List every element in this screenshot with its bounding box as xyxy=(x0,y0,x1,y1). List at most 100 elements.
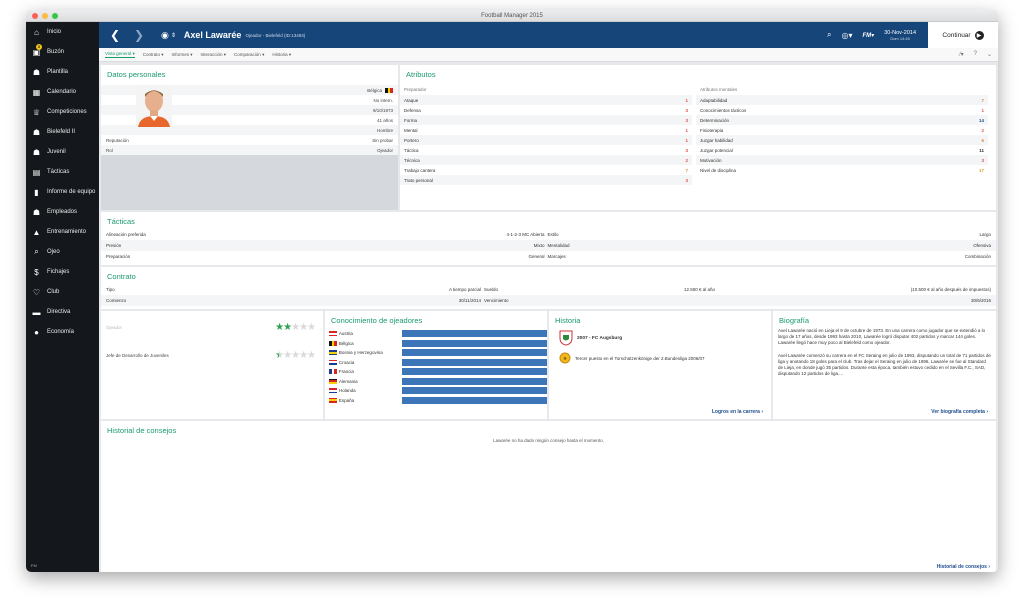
country-name: Croacia xyxy=(338,359,355,365)
tactics-row: Presión Mixto Mentalidad Ofensiva xyxy=(101,240,996,251)
tactics-k1: Alineación preferida xyxy=(106,232,146,237)
inbox-badge: 8 xyxy=(36,44,42,50)
sidebar-item-club[interactable]: ♡ Club xyxy=(26,282,99,302)
country-name: España xyxy=(338,397,355,403)
globe-icon[interactable]: ◎▾ xyxy=(841,30,853,40)
attribute-name: Portero xyxy=(404,137,419,143)
attribute-name: Defensa xyxy=(404,107,421,113)
sidebar-item-informe-de-equipo[interactable]: ▮ Informe de equipo xyxy=(26,182,99,202)
sidebar-item-t-cticas[interactable]: ▤ Tácticas xyxy=(26,162,99,182)
sidebar-item-label: Tácticas xyxy=(47,169,70,175)
scouting-knowledge-row: Austria xyxy=(325,329,547,339)
sidebar-item-inicio[interactable]: ⌂ Inicio xyxy=(26,22,99,42)
knowledge-bar-track xyxy=(402,396,547,404)
fm-menu-button[interactable]: FM▾ xyxy=(862,32,875,39)
knowledge-bar-track xyxy=(402,368,547,376)
attribute-value: 3 xyxy=(685,107,688,113)
flag-icon xyxy=(329,331,337,337)
knowledge-bar xyxy=(402,387,547,395)
scouting-knowledge-row: España xyxy=(325,396,547,406)
game-date[interactable]: 30-Nov-2014 Dom 14:45 xyxy=(884,29,916,41)
report-icon: ▮ xyxy=(34,187,39,197)
scouting-knowledge-row: Bosnia y Herzegovina xyxy=(325,348,547,358)
attribute-value: 6 xyxy=(981,137,984,143)
sidebar-item-label: Empleados xyxy=(47,209,78,215)
tab-1[interactable]: Contrato ▾ xyxy=(143,52,164,58)
tactics-k2: Estilo xyxy=(547,232,559,237)
full-bio-link[interactable]: Ver biografía completa › xyxy=(931,409,988,415)
country-name: Austria xyxy=(338,331,353,337)
tab-2[interactable]: Informes ▾ xyxy=(171,52,192,58)
edit-icon[interactable]: ⁄▾ xyxy=(959,52,964,58)
tactics-k2: Mentalidad xyxy=(547,243,570,248)
sidebar-item-label: Entrenamiento xyxy=(47,229,87,235)
country-name: Bosnia y Herzegovina xyxy=(338,350,383,356)
sidebar-item-juvenil[interactable]: ☗ Juvenil xyxy=(26,142,99,162)
sidebar-item-fichajes[interactable]: $ Fichajes xyxy=(26,262,99,282)
scouting-knowledge-row: Bélgica xyxy=(325,339,547,349)
attribute-value: 7 xyxy=(685,167,688,173)
belgium-flag-icon xyxy=(385,87,394,93)
sidebar-item-econom-a[interactable]: ● Economía xyxy=(26,322,99,342)
person-name: Axel Lawarée xyxy=(183,30,242,40)
sidebar-item-ojeo[interactable]: ⌕ Ojeo xyxy=(26,242,99,262)
zoom-window-button[interactable] xyxy=(52,13,58,19)
forward-button[interactable]: ❯ xyxy=(133,28,145,42)
person-photo xyxy=(136,85,172,127)
tactics-row: Alineación preferida 4-1-2-3 MC Abierta Es… xyxy=(101,229,996,240)
career-achievements-link[interactable]: Logros en la carrera › xyxy=(711,409,763,415)
bio-title: Biografía xyxy=(779,316,810,325)
sidebar-item-competiciones[interactable]: ♕ Competiciones xyxy=(26,102,99,122)
chevron-down-icon: ▾ xyxy=(260,51,265,57)
close-window-button[interactable] xyxy=(32,13,38,19)
switch-person-icon[interactable]: ⇕ xyxy=(170,32,176,39)
country-name: Alemania xyxy=(338,378,358,384)
sidebar-item-empleados[interactable]: ☗ Empleados xyxy=(26,202,99,222)
sidebar-item-label: Economía xyxy=(47,329,75,335)
tab-4[interactable]: Comparación ▾ xyxy=(234,52,264,58)
calendar-icon: ▦ xyxy=(32,87,41,97)
sidebar-item-calendario[interactable]: ▦ Calendario xyxy=(26,82,99,102)
contract-k1: Comienzo xyxy=(106,298,127,303)
tactics-icon: ▤ xyxy=(32,167,41,177)
continue-button[interactable]: Continuar ▶ xyxy=(928,22,998,48)
tab-0[interactable]: Vista general ▾ xyxy=(105,51,135,58)
star-icon: ★ xyxy=(299,321,308,333)
menu-chevron-icon[interactable]: ⌄ xyxy=(986,52,992,58)
contract-row: Comienzo 30/11/2014 Vencimiento 30/6/2016 xyxy=(101,295,996,306)
back-button[interactable]: ❮ xyxy=(109,28,121,42)
attribute-name: Fisioterapia xyxy=(700,127,724,133)
sidebar-item-directiva[interactable]: ▬ Directiva xyxy=(26,302,99,322)
tab-5[interactable]: Historia ▾ xyxy=(272,52,291,58)
attribute-name: Trato personal xyxy=(404,177,433,183)
sidebar-item-buz-n[interactable]: ▣ Buzón 8 xyxy=(26,42,99,62)
bio-paragraph-1: Axel Lawarée nació en Lieja el 9 de octu… xyxy=(778,328,986,346)
scouting-knowledge-row: Alemania xyxy=(325,377,547,387)
sidebar-item-label: Club xyxy=(47,289,60,295)
mental-header: Atributos mentales xyxy=(700,87,738,92)
scouting-knowledge-row: Croacia xyxy=(325,358,547,368)
sidebar-item-bielefeld-ii[interactable]: ☗ Bielefeld II xyxy=(26,122,99,142)
attribute-value: 7 xyxy=(981,97,984,103)
help-icon[interactable]: ? xyxy=(973,51,977,57)
window-title: Football Manager 2015 xyxy=(481,13,543,19)
search-icon[interactable]: ⌕ xyxy=(827,30,832,39)
history-entry-club[interactable]: 2007 - FC Augsburg xyxy=(559,330,622,346)
roles-panel: Ojeador ★★★★★ Jefe de Desarrollo de Juveni… xyxy=(101,311,323,419)
tab-label: Comparación xyxy=(234,51,261,57)
attribute-row: Técnica 2 xyxy=(400,155,692,165)
sidebar: ⌂ Inicio ▣ Buzón 8 ☗ Plantilla ▦ Calendario ♕ Comp… xyxy=(26,22,99,572)
continue-arrow-icon: ▶ xyxy=(974,30,984,40)
sidebar-item-entrenamiento[interactable]: ▲ Entrenamiento xyxy=(26,222,99,242)
history-entry-award[interactable]: ★ Tercer puesto en el Torschützenkönige … xyxy=(559,351,705,365)
flag-icon xyxy=(329,350,337,356)
minimize-window-button[interactable] xyxy=(42,13,48,19)
sidebar-item-plantilla[interactable]: ☗ Plantilla xyxy=(26,62,99,82)
knowledge-bar-track xyxy=(402,358,547,366)
tactics-v1: Mixto xyxy=(533,243,545,248)
tactics-row: Preparación General Marcajes Combinación xyxy=(101,251,996,262)
advice-history-link[interactable]: Historial de consejos › xyxy=(936,564,990,570)
flag-icon xyxy=(329,340,337,346)
tab-3[interactable]: Interacción ▾ xyxy=(201,52,227,58)
star-icon: ★ xyxy=(291,321,300,333)
